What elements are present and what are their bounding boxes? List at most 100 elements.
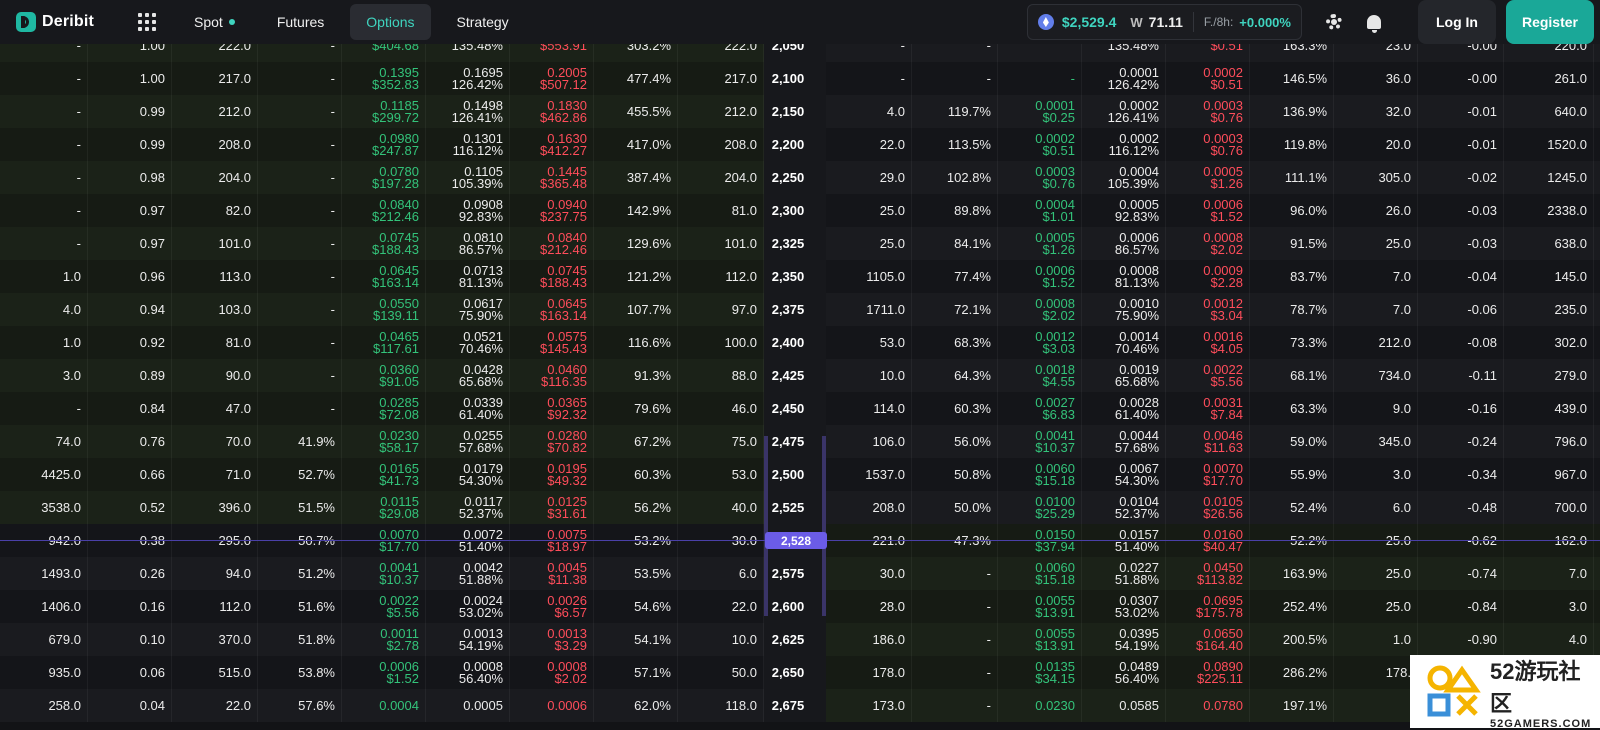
put-quote-cell[interactable]: 0.0014 70.46% [1082,326,1166,359]
put-quote-cell[interactable]: 0.0489 56.40% [1082,656,1166,689]
chain-row[interactable]: -1.00 222.0- $404.68 135.48% $553.91 303.2% 22… [0,44,1600,62]
put-quote-cell[interactable]: 0.0027 $6.83 [998,392,1082,425]
put-quote-cell[interactable]: 0.0060 $15.18 [998,458,1082,491]
call-quote-cell[interactable]: 0.1395 $352.83 [342,62,426,95]
call-quote-cell[interactable]: 0.0125 $31.61 [510,491,594,524]
chain-row[interactable]: -0.84 47.0-0.0285 $72.08 0.0339 61.40% 0.0365… [0,392,1600,425]
put-quote-cell[interactable]: 0.0041 $10.37 [998,425,1082,458]
call-quote-cell[interactable]: 0.0022 $5.56 [342,590,426,623]
call-quote-cell[interactable]: 0.0645 $163.14 [342,260,426,293]
put-quote-cell[interactable]: 0.0022 $5.56 [1166,359,1250,392]
notifications-button[interactable] [1356,4,1392,40]
call-quote-cell[interactable]: 0.0008 56.40% [426,656,510,689]
put-quote-cell[interactable]: 0.0585 [1082,689,1166,722]
call-quote-cell[interactable]: 0.1445 $365.48 [510,161,594,194]
call-quote-cell[interactable]: 0.0550 $139.11 [342,293,426,326]
call-quote-cell[interactable]: $553.91 [510,44,594,62]
call-quote-cell[interactable]: 0.0072 51.40% [426,524,510,557]
put-quote-cell[interactable]: 0.0695 $175.78 [1166,590,1250,623]
put-quote-cell[interactable]: 0.0046 $11.63 [1166,425,1250,458]
call-quote-cell[interactable]: 0.0005 [426,689,510,722]
call-quote-cell[interactable]: 0.0026 $6.57 [510,590,594,623]
put-quote-cell[interactable]: 0.0002 116.12% [1082,128,1166,161]
settings-button[interactable] [1316,4,1352,40]
call-quote-cell[interactable]: 0.1301 116.12% [426,128,510,161]
call-quote-cell[interactable]: 0.0042 51.88% [426,557,510,590]
call-quote-cell[interactable]: 0.0745 $188.43 [510,260,594,293]
put-quote-cell[interactable]: 0.0018 $4.55 [998,359,1082,392]
call-quote-cell[interactable]: 0.0617 75.90% [426,293,510,326]
put-quote-cell[interactable]: 0.0307 53.02% [1082,590,1166,623]
chain-row[interactable]: 3.0 0.89 90.0-0.0360 $91.05 0.0428 65.68% 0.04… [0,359,1600,392]
call-quote-cell[interactable]: 0.0339 61.40% [426,392,510,425]
call-quote-cell[interactable]: 0.1498 126.41% [426,95,510,128]
put-quote-cell[interactable]: 0.0010 75.90% [1082,293,1166,326]
chain-row[interactable]: 935.0 0.06 515.0 53.8% 0.0006 $1.52 0.0008 56.4… [0,656,1600,689]
call-quote-cell[interactable]: 0.0840 $212.46 [342,194,426,227]
chain-row[interactable]: 3538.0 0.52 396.0 51.5% 0.0115 $29.08 0.0117 52… [0,491,1600,524]
put-quote-cell[interactable]: 0.0105 $26.56 [1166,491,1250,524]
call-quote-cell[interactable]: 0.0041 $10.37 [342,557,426,590]
nav-strategy[interactable]: Strategy [441,4,525,40]
chain-row[interactable]: 74.0 0.76 70.0 41.9% 0.0230 $58.17 0.0255 57.68… [0,425,1600,458]
call-quote-cell[interactable]: 135.48% [426,44,510,62]
call-quote-cell[interactable]: 0.1185 $299.72 [342,95,426,128]
put-quote-cell[interactable]: 0.0157 51.40% [1082,524,1166,557]
put-quote-cell[interactable]: 0.0055 $13.91 [998,623,1082,656]
call-quote-cell[interactable]: 0.1695 126.42% [426,62,510,95]
call-quote-cell[interactable]: 0.1630 $412.27 [510,128,594,161]
chain-row[interactable]: 1.0 0.96 113.0-0.0645 $163.14 0.0713 81.13% 0.… [0,260,1600,293]
chain-row[interactable]: -0.97 82.0-0.0840 $212.46 0.0908 92.83% 0.094… [0,194,1600,227]
put-quote-cell[interactable]: 0.0650 $164.40 [1166,623,1250,656]
call-quote-cell[interactable]: 0.0360 $91.05 [342,359,426,392]
call-quote-cell[interactable]: 0.0745 $188.43 [342,227,426,260]
call-quote-cell[interactable]: 0.0940 $237.75 [510,194,594,227]
put-quote-cell[interactable]: 0.0028 61.40% [1082,392,1166,425]
put-quote-cell[interactable]: $0.51 [1166,44,1250,62]
call-quote-cell[interactable]: 0.0013 $3.29 [510,623,594,656]
chain-row[interactable]: -0.99 208.0-0.0980 $247.87 0.1301 116.12% 0.1… [0,128,1600,161]
put-quote-cell[interactable]: 0.0067 54.30% [1082,458,1166,491]
put-quote-cell[interactable]: 0.0005 $1.26 [1166,161,1250,194]
call-quote-cell[interactable]: 0.0165 $41.73 [342,458,426,491]
put-quote-cell[interactable]: 0.0001 $0.25 [998,95,1082,128]
call-quote-cell[interactable]: 0.0810 86.57% [426,227,510,260]
chain-row[interactable]: 1406.0 0.16 112.0 51.6% 0.0022 $5.56 0.0024 53.… [0,590,1600,623]
put-quote-cell[interactable]: 0.0019 65.68% [1082,359,1166,392]
call-quote-cell[interactable]: 0.0045 $11.38 [510,557,594,590]
put-quote-cell[interactable]: 0.0070 $17.70 [1166,458,1250,491]
put-quote-cell[interactable]: 0.0016 $4.05 [1166,326,1250,359]
call-quote-cell[interactable]: 0.0013 54.19% [426,623,510,656]
deribit-logo[interactable]: Deribit [16,12,122,32]
call-quote-cell[interactable]: 0.0460 $116.35 [510,359,594,392]
chain-row[interactable]: 1.0 0.92 81.0-0.0465 $117.61 0.0521 70.46% 0.0… [0,326,1600,359]
call-quote-cell[interactable]: 0.0280 $70.82 [510,425,594,458]
call-quote-cell[interactable]: 0.0840 $212.46 [510,227,594,260]
call-quote-cell[interactable]: 0.0365 $92.32 [510,392,594,425]
put-quote-cell[interactable]: 0.0003 $0.76 [1166,95,1250,128]
put-quote-cell[interactable]: 0.0230 [998,689,1082,722]
put-quote-cell[interactable]: 0.0002 $0.51 [1166,62,1250,95]
login-button[interactable]: Log In [1417,0,1496,44]
chain-row[interactable]: 258.0 0.04 22.0 57.6% 0.0004 0.0005 0.0006 62.0… [0,689,1600,722]
put-quote-cell[interactable]: 0.0227 51.88% [1082,557,1166,590]
call-quote-cell[interactable]: 0.0006 [510,689,594,722]
chain-row[interactable]: 1493.0 0.26 94.0 51.2% 0.0041 $10.37 0.0042 51.… [0,557,1600,590]
put-quote-cell[interactable]: 0.0395 54.19% [1082,623,1166,656]
put-quote-cell[interactable]: 0.0002 126.41% [1082,95,1166,128]
call-quote-cell[interactable]: 0.0575 $145.43 [510,326,594,359]
call-quote-cell[interactable]: 0.0075 $18.97 [510,524,594,557]
call-quote-cell[interactable]: 0.0195 $49.32 [510,458,594,491]
call-quote-cell[interactable]: 0.1830 $462.86 [510,95,594,128]
call-quote-cell[interactable]: 0.0465 $117.61 [342,326,426,359]
put-quote-cell[interactable]: 0.0005 $1.26 [998,227,1082,260]
put-quote-cell[interactable]: - [998,62,1082,95]
put-quote-cell[interactable]: 0.0100 $25.29 [998,491,1082,524]
nav-spot[interactable]: Spot [178,4,251,40]
call-quote-cell[interactable]: 0.0008 $2.02 [510,656,594,689]
call-quote-cell[interactable]: 0.0024 53.02% [426,590,510,623]
call-quote-cell[interactable]: 0.0285 $72.08 [342,392,426,425]
put-quote-cell[interactable]: 0.0450 $113.82 [1166,557,1250,590]
put-quote-cell[interactable]: 0.0012 $3.04 [1166,293,1250,326]
call-quote-cell[interactable]: 0.0117 52.37% [426,491,510,524]
